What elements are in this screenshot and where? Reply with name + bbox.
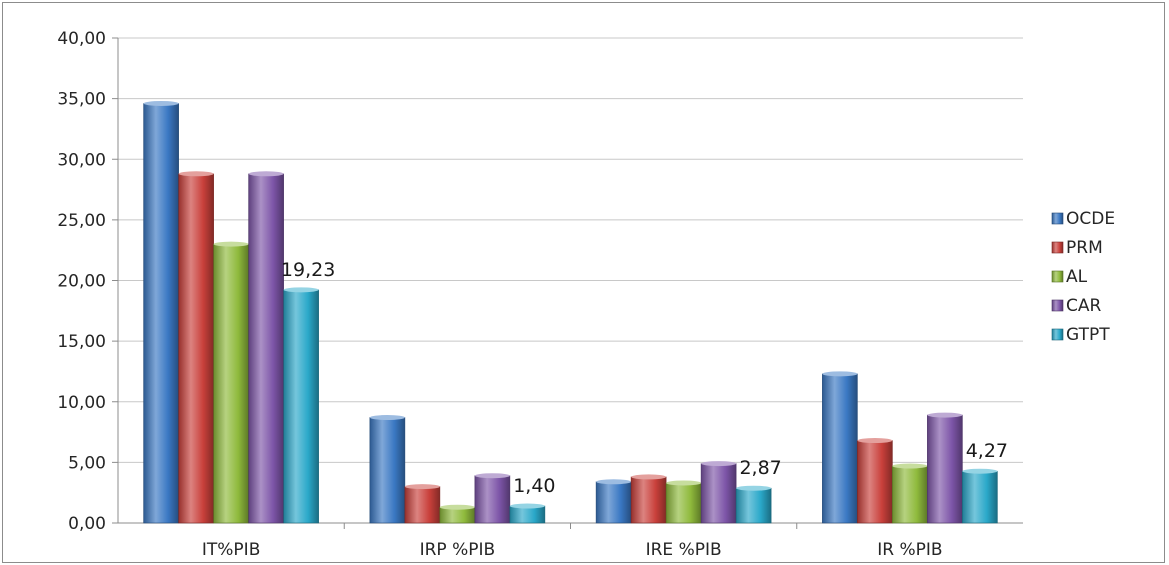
y-tick-label: 15,00 (57, 332, 106, 352)
bar-car-0 (248, 173, 284, 524)
bar-cap (369, 415, 405, 421)
data-label: 1,40 (513, 475, 555, 497)
y-tick-label: 20,00 (57, 272, 106, 292)
bar-prm-2 (630, 476, 667, 524)
bar-al-0 (213, 243, 249, 524)
y-tick-label: 35,00 (57, 90, 106, 110)
bar-ocde-1 (369, 417, 406, 524)
legend-label: PRM (1066, 238, 1103, 258)
bar-cap (509, 503, 545, 509)
bar-cap (143, 100, 179, 106)
bar-cap (283, 287, 319, 293)
bar-gtpt-3 (962, 470, 998, 524)
bar-cap (439, 504, 475, 510)
bar-cap (962, 468, 998, 474)
y-tick-label: 25,00 (57, 211, 106, 231)
bar-cap (404, 484, 440, 490)
data-label: 2,87 (739, 457, 781, 479)
legend-label: AL (1066, 267, 1088, 287)
bar-cap (213, 241, 249, 247)
bar-cap (596, 479, 632, 485)
legend-label: GTPT (1066, 325, 1110, 345)
data-labels: 19,23 1,40 2,87 4,27 (281, 259, 1008, 497)
x-category-label: IRP %PIB (420, 540, 496, 560)
y-tick-label: 10,00 (57, 393, 106, 413)
bar-al-2 (665, 482, 702, 524)
data-label: 4,27 (966, 440, 1008, 462)
bar-gtpt-1 (509, 505, 546, 524)
bar-car-1 (474, 475, 511, 524)
bar-cap (927, 412, 963, 418)
bar-car-3 (927, 414, 963, 524)
legend-swatch (1051, 328, 1064, 341)
bar-cap (892, 463, 928, 469)
y-tick-label: 0,00 (68, 514, 106, 534)
bar-cap (631, 474, 667, 480)
legend-swatch (1051, 270, 1064, 283)
bar-prm-3 (857, 440, 893, 524)
bar-cap (178, 171, 214, 177)
bar-prm-1 (404, 486, 441, 524)
bar-car-2 (700, 463, 737, 524)
bar-gtpt-2 (735, 487, 772, 524)
y-tick-label: 30,00 (57, 150, 106, 170)
bar-cap (822, 371, 858, 377)
x-category-label: IR %PIB (877, 540, 942, 560)
bar-cap (736, 485, 772, 491)
y-tick-label: 5,00 (68, 453, 106, 473)
x-category-label: IRE %PIB (646, 540, 722, 560)
bar-cap (666, 480, 702, 486)
bar-ocde-2 (595, 481, 632, 524)
bar-gtpt-0 (283, 289, 319, 524)
legend-swatch (1051, 241, 1064, 254)
bar-cap (857, 438, 893, 444)
legend-label: CAR (1066, 296, 1101, 316)
legend: OCDE PRM AL CAR GTPT (1051, 209, 1115, 345)
bar-ocde-0 (143, 103, 179, 524)
y-tick-label: 40,00 (57, 29, 106, 49)
legend-swatch (1051, 212, 1064, 225)
x-category-label: IT%PIB (202, 540, 260, 560)
bar-prm-0 (178, 173, 214, 524)
bar-ocde-3 (822, 373, 858, 524)
bar-cap (701, 461, 737, 467)
bar-al-3 (892, 465, 928, 524)
legend-swatch (1051, 299, 1064, 312)
bar-cap (474, 473, 510, 479)
axes: 0,00 5,00 10,00 15,00 20,00 25,00 30,00 35,00 40… (57, 29, 1023, 560)
data-label: 19,23 (281, 259, 335, 281)
legend-label: OCDE (1066, 209, 1115, 229)
bars (143, 100, 998, 524)
bar-cap (248, 171, 284, 177)
